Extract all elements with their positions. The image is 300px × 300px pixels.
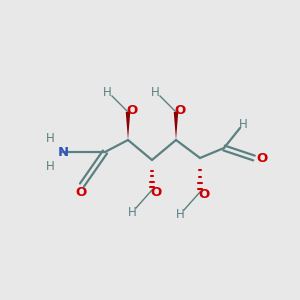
Polygon shape bbox=[174, 112, 178, 140]
Text: N: N bbox=[57, 146, 69, 158]
Text: O: O bbox=[198, 188, 210, 200]
Text: O: O bbox=[126, 104, 138, 118]
Text: O: O bbox=[256, 152, 268, 164]
Text: H: H bbox=[238, 118, 247, 130]
Polygon shape bbox=[126, 112, 130, 140]
Text: H: H bbox=[128, 206, 136, 220]
Text: O: O bbox=[75, 187, 87, 200]
Text: H: H bbox=[46, 160, 54, 172]
Text: O: O bbox=[150, 185, 162, 199]
Text: H: H bbox=[46, 131, 54, 145]
Text: H: H bbox=[103, 86, 111, 100]
Text: H: H bbox=[176, 208, 184, 221]
Text: H: H bbox=[151, 86, 159, 100]
Text: O: O bbox=[174, 104, 186, 118]
